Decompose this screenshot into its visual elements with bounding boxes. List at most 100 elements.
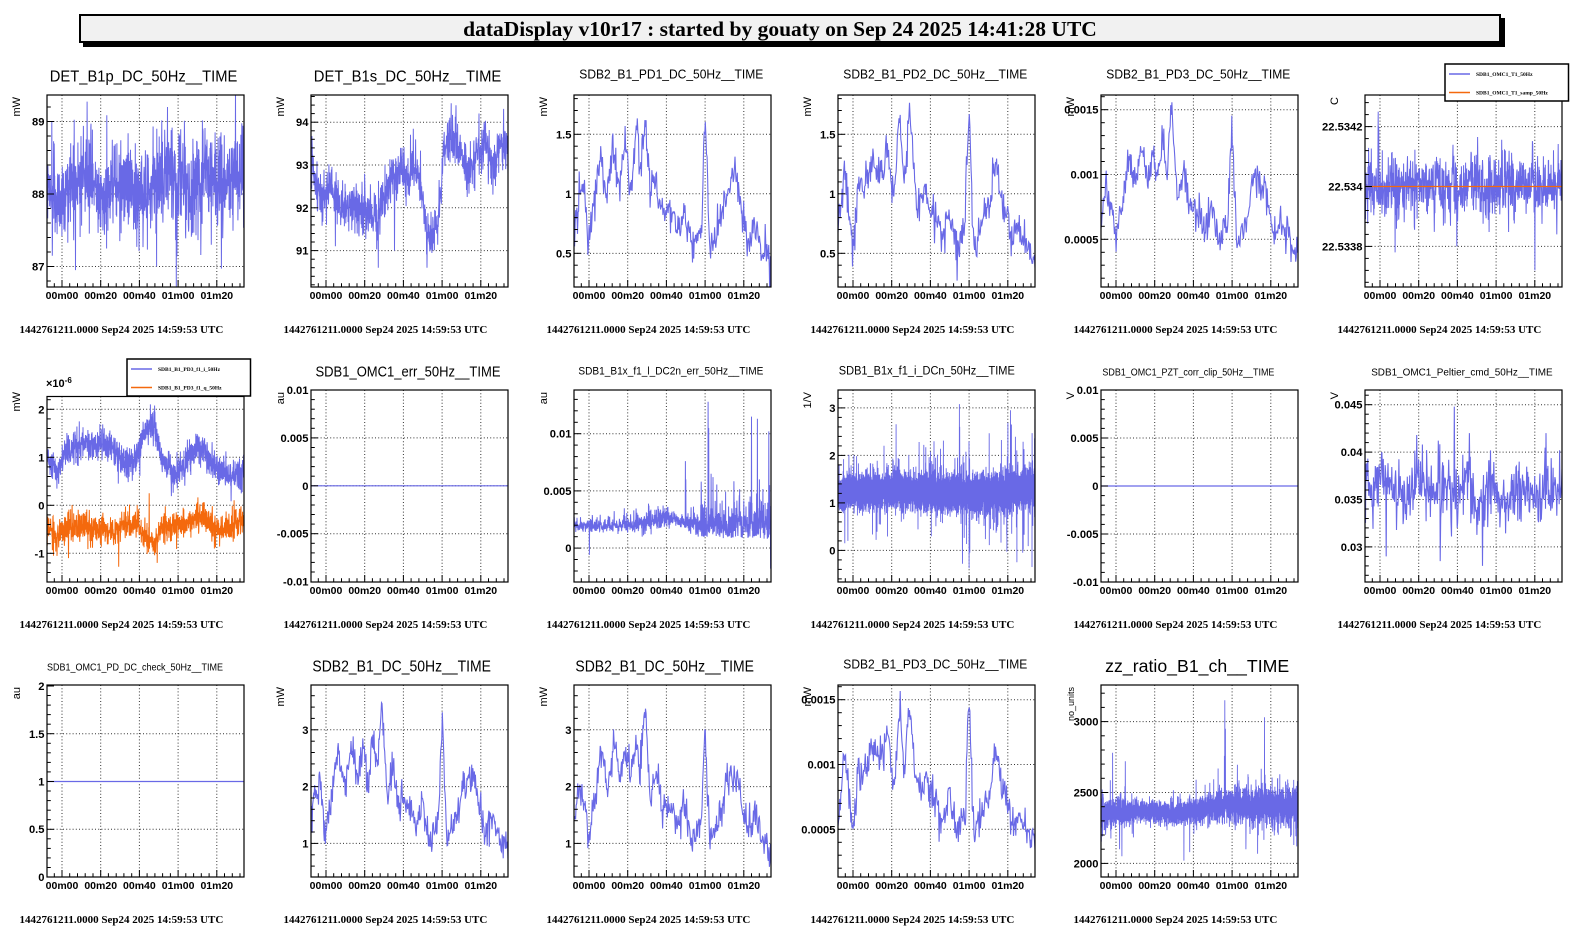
svg-text:mW: mW xyxy=(538,96,550,116)
svg-text:00m00: 00m00 xyxy=(309,290,342,302)
svg-text:2000: 2000 xyxy=(1074,858,1099,870)
svg-text:mW: mW xyxy=(275,686,287,706)
svg-text:0.035: 0.035 xyxy=(1334,495,1362,507)
svg-text:00m00: 00m00 xyxy=(573,585,606,597)
svg-text:01m00: 01m00 xyxy=(162,880,195,892)
svg-text:22.5338: 22.5338 xyxy=(1322,241,1362,253)
svg-text:0.0015: 0.0015 xyxy=(801,695,835,707)
svg-text:SDB1_OMC1_PZT_corr_clip_50Hz__: SDB1_OMC1_PZT_corr_clip_50Hz__TIME xyxy=(1102,368,1274,379)
svg-text:0: 0 xyxy=(38,500,44,512)
svg-text:0.0005: 0.0005 xyxy=(801,824,835,836)
svg-text:00m40: 00m40 xyxy=(650,585,683,597)
svg-text:1442761211.0000 Sep24 2025 14:: 1442761211.0000 Sep24 2025 14:59:53 UTC xyxy=(547,914,751,926)
svg-text:zz_ratio_B1_ch__TIME: zz_ratio_B1_ch__TIME xyxy=(1105,656,1289,677)
svg-text:mW: mW xyxy=(275,96,287,116)
svg-text:1: 1 xyxy=(38,452,44,464)
svg-text:01m20: 01m20 xyxy=(727,880,760,892)
svg-text:22.5342: 22.5342 xyxy=(1322,122,1362,134)
svg-text:00m20: 00m20 xyxy=(84,290,117,302)
svg-text:88: 88 xyxy=(32,189,44,201)
svg-text:00m00: 00m00 xyxy=(309,585,342,597)
svg-text:00m00: 00m00 xyxy=(573,880,606,892)
svg-text:0.0015: 0.0015 xyxy=(1064,105,1098,117)
svg-text:01m20: 01m20 xyxy=(1254,880,1287,892)
svg-text:1442761211.0000 Sep24 2025 14:: 1442761211.0000 Sep24 2025 14:59:53 UTC xyxy=(283,324,487,336)
svg-text:01m20: 01m20 xyxy=(464,880,497,892)
svg-text:00m40: 00m40 xyxy=(650,880,683,892)
svg-text:01m00: 01m00 xyxy=(162,585,195,597)
svg-text:mW: mW xyxy=(538,686,550,706)
svg-text:2: 2 xyxy=(829,450,835,462)
svg-text:00m00: 00m00 xyxy=(1100,585,1133,597)
svg-text:2: 2 xyxy=(38,681,44,693)
svg-text:1442761211.0000 Sep24 2025 14:: 1442761211.0000 Sep24 2025 14:59:53 UTC xyxy=(283,914,487,926)
svg-text:00m00: 00m00 xyxy=(1100,290,1133,302)
svg-text:01m00: 01m00 xyxy=(689,290,722,302)
svg-text:-0.01: -0.01 xyxy=(1073,577,1099,589)
svg-text:92: 92 xyxy=(296,203,308,215)
svg-text:00m20: 00m20 xyxy=(1402,290,1435,302)
svg-text:00m40: 00m40 xyxy=(914,290,947,302)
svg-text:0: 0 xyxy=(829,545,835,557)
svg-text:0.005: 0.005 xyxy=(280,433,308,445)
svg-text:01m00: 01m00 xyxy=(425,880,458,892)
svg-text:00m20: 00m20 xyxy=(348,585,381,597)
svg-text:01m20: 01m20 xyxy=(991,585,1024,597)
svg-text:01m20: 01m20 xyxy=(1518,585,1551,597)
svg-text:SDB1_B1x_f1_i_DCn_50Hz__TIME: SDB1_B1x_f1_i_DCn_50Hz__TIME xyxy=(838,366,1014,378)
svg-text:01m00: 01m00 xyxy=(689,880,722,892)
svg-text:3: 3 xyxy=(565,725,571,737)
svg-text:91: 91 xyxy=(296,246,308,258)
svg-text:01m20: 01m20 xyxy=(200,880,233,892)
svg-text:0.01: 0.01 xyxy=(286,385,308,397)
svg-text:mW: mW xyxy=(1065,96,1077,116)
svg-text:SDB1_B1_PD3_f1_i_50Hz: SDB1_B1_PD3_f1_i_50Hz xyxy=(158,367,221,373)
svg-text:00m40: 00m40 xyxy=(1441,585,1474,597)
svg-text:00m20: 00m20 xyxy=(611,290,644,302)
svg-text:01m00: 01m00 xyxy=(1479,585,1512,597)
svg-text:01m00: 01m00 xyxy=(952,290,985,302)
svg-text:-0.005: -0.005 xyxy=(276,529,308,541)
svg-text:00m40: 00m40 xyxy=(1177,585,1210,597)
svg-text:01m20: 01m20 xyxy=(991,290,1024,302)
svg-text:1442761211.0000 Sep24 2025 14:: 1442761211.0000 Sep24 2025 14:59:53 UTC xyxy=(547,619,751,631)
svg-text:00m40: 00m40 xyxy=(914,585,947,597)
svg-text:SDB2_B1_PD1_DC_50Hz__TIME: SDB2_B1_PD1_DC_50Hz__TIME xyxy=(579,68,763,82)
svg-text:0.005: 0.005 xyxy=(544,486,572,498)
svg-text:SDB1_OMC1_T1_50Hz: SDB1_OMC1_T1_50Hz xyxy=(1476,72,1533,78)
svg-text:01m00: 01m00 xyxy=(162,290,195,302)
svg-text:au: au xyxy=(275,392,287,404)
svg-text:22.534: 22.534 xyxy=(1328,182,1363,194)
svg-text:SDB2_B1_DC_50Hz__TIME: SDB2_B1_DC_50Hz__TIME xyxy=(575,659,754,676)
svg-text:-1: -1 xyxy=(35,548,45,560)
svg-text:3: 3 xyxy=(829,403,835,415)
svg-text:00m20: 00m20 xyxy=(1138,880,1171,892)
svg-text:SDB2_B1_DC_50Hz__TIME: SDB2_B1_DC_50Hz__TIME xyxy=(312,659,491,676)
svg-text:01m00: 01m00 xyxy=(952,880,985,892)
svg-text:00m40: 00m40 xyxy=(387,880,420,892)
svg-text:×10-6: ×10-6 xyxy=(46,376,72,391)
svg-text:00m40: 00m40 xyxy=(123,290,156,302)
svg-text:SDB1_B1x_f1_l_DC2n_err_50Hz__T: SDB1_B1x_f1_l_DC2n_err_50Hz__TIME xyxy=(578,366,763,378)
svg-text:00m40: 00m40 xyxy=(387,290,420,302)
svg-text:0.001: 0.001 xyxy=(807,760,835,772)
svg-text:00m20: 00m20 xyxy=(348,290,381,302)
svg-text:no_units: no_units xyxy=(1066,687,1076,722)
svg-text:SDB1_OMC1_Peltier_cmd_50Hz__TI: SDB1_OMC1_Peltier_cmd_50Hz__TIME xyxy=(1371,367,1552,379)
svg-text:1: 1 xyxy=(565,838,571,850)
svg-text:1442761211.0000 Sep24 2025 14:: 1442761211.0000 Sep24 2025 14:59:53 UTC xyxy=(810,914,1014,926)
svg-text:0.0005: 0.0005 xyxy=(1064,234,1098,246)
svg-text:1442761211.0000 Sep24 2025 14:: 1442761211.0000 Sep24 2025 14:59:53 UTC xyxy=(20,914,224,926)
svg-text:1.5: 1.5 xyxy=(556,129,572,141)
svg-text:01m20: 01m20 xyxy=(727,585,760,597)
svg-text:1442761211.0000 Sep24 2025 14:: 1442761211.0000 Sep24 2025 14:59:53 UTC xyxy=(20,324,224,336)
svg-text:3: 3 xyxy=(302,725,308,737)
svg-text:00m20: 00m20 xyxy=(875,585,908,597)
svg-text:00m40: 00m40 xyxy=(123,880,156,892)
svg-text:01m20: 01m20 xyxy=(1518,290,1551,302)
svg-text:93: 93 xyxy=(296,160,308,172)
svg-text:01m00: 01m00 xyxy=(425,585,458,597)
svg-text:0.001: 0.001 xyxy=(1071,170,1099,182)
svg-text:00m00: 00m00 xyxy=(1100,880,1133,892)
svg-text:SDB1_B1_PD3_f1_q_50Hz: SDB1_B1_PD3_f1_q_50Hz xyxy=(158,386,222,392)
